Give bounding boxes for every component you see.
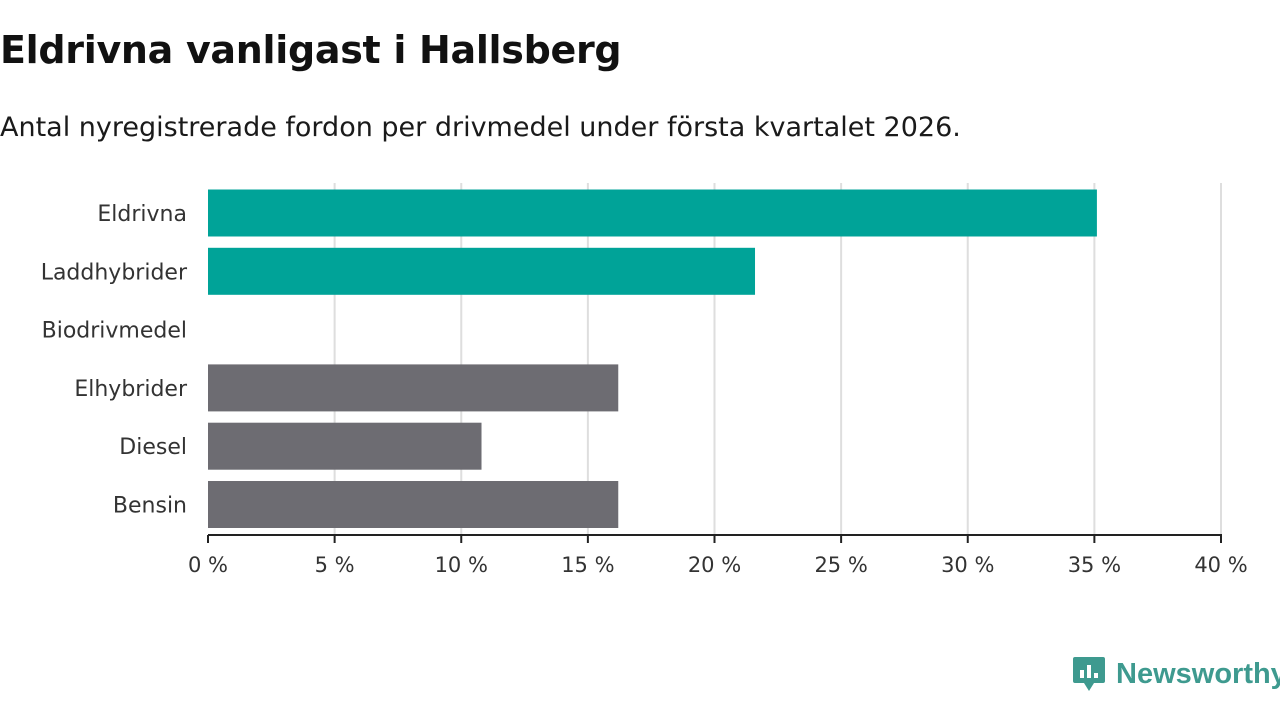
x-tick-label: 5 % (315, 553, 355, 577)
chart-title: Eldrivna vanligast i Hallsberg (0, 28, 622, 72)
x-tick-label: 10 % (435, 553, 488, 577)
bar-eldrivna (208, 189, 1097, 237)
bars (208, 189, 1097, 528)
category-labels: Eldrivna Laddhybrider Biodrivmedel Elhybrid… (41, 202, 188, 519)
newsworthy-logo-icon (1073, 657, 1105, 691)
x-tick-label: 15 % (561, 553, 614, 577)
x-tick-label: 20 % (688, 553, 741, 577)
brand-logo: Newsworthy (1072, 655, 1280, 693)
bar-bensin (208, 481, 619, 528)
x-tick-label: 30 % (941, 553, 994, 577)
bar-laddhybrider (208, 247, 756, 295)
category-label: Biodrivmedel (42, 319, 187, 344)
category-label: Bensin (113, 494, 187, 519)
bar-elhybrider (208, 364, 619, 412)
gridlines (333, 183, 1222, 535)
category-label: Diesel (119, 435, 187, 460)
category-label: Eldrivna (97, 202, 187, 227)
x-tick-label: 0 % (188, 553, 228, 577)
x-tick-label: 35 % (1068, 553, 1121, 577)
bar-chart: Eldrivna Laddhybrider Biodrivmedel Elhybrid… (41, 183, 1248, 577)
category-label: Elhybrider (74, 377, 188, 402)
x-tick-label: 40 % (1194, 553, 1247, 577)
x-axis: 0 % 5 % 10 % 15 % 20 % 25 % 30 % 35 % 40 % (188, 534, 1248, 577)
category-label: Laddhybrider (41, 260, 188, 285)
x-tick-label: 25 % (814, 553, 867, 577)
brand-name: Newsworthy (1116, 657, 1280, 690)
bar-diesel (208, 422, 482, 470)
chart-subtitle: Antal nyregistrerade fordon per drivmede… (0, 112, 961, 143)
